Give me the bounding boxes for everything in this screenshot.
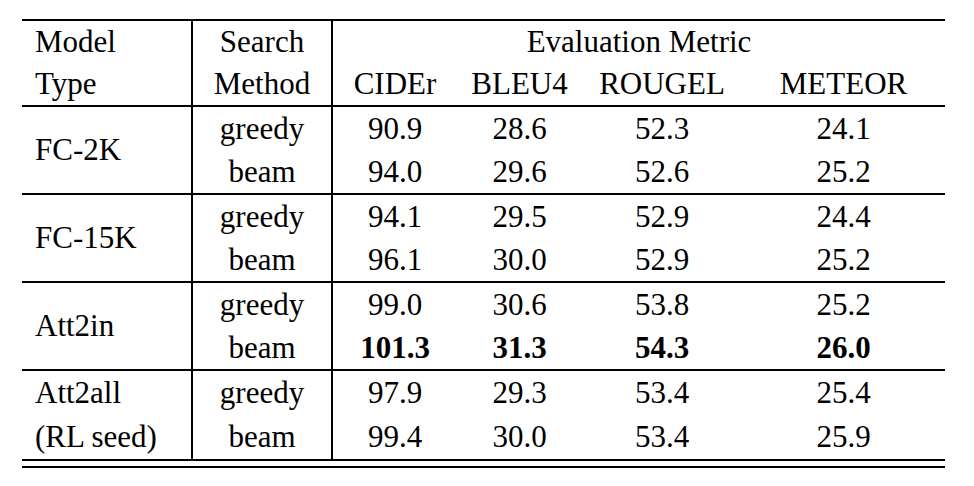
evaluation-metrics-table: Model Type Search Method Evaluation Metr…	[22, 19, 945, 461]
header-meteor: METEOR	[742, 63, 945, 106]
rougel-value: 52.6	[582, 150, 742, 194]
search-method-cell: greedy	[192, 282, 332, 326]
cider-value: 94.0	[332, 150, 457, 194]
meteor-value: 25.2	[742, 150, 945, 194]
bleu4-value: 30.0	[457, 238, 582, 282]
header-bleu4: BLEU4	[457, 63, 582, 106]
header-method-line: Method	[193, 63, 331, 105]
rougel-value: 53.4	[582, 415, 742, 460]
search-method-cell: beam	[192, 238, 332, 282]
header-model-type: Model Type	[22, 20, 192, 106]
search-method-cell: beam	[192, 150, 332, 194]
header-type-line: Type	[35, 63, 191, 105]
bleu4-value: 30.0	[457, 415, 582, 460]
header-evaluation-metric: Evaluation Metric	[332, 20, 945, 63]
cider-value: 90.9	[332, 106, 457, 150]
bleu4-value: 29.5	[457, 194, 582, 238]
meteor-value: 24.1	[742, 106, 945, 150]
model-name: Att2all	[35, 371, 191, 415]
bleu4-value: 28.6	[457, 106, 582, 150]
cider-value: 94.1	[332, 194, 457, 238]
search-method-cell: beam	[192, 326, 332, 370]
search-method-cell: beam	[192, 415, 332, 460]
model-name-line2: (RL seed)	[35, 415, 191, 459]
model-name: FC-2K	[35, 128, 191, 172]
cider-value: 97.9	[332, 370, 457, 415]
cider-value: 99.0	[332, 282, 457, 326]
table-row: Att2in greedy 99.0 30.6 53.8 25.2	[22, 282, 945, 326]
meteor-value: 24.4	[742, 194, 945, 238]
model-type-cell: FC-2K	[22, 106, 192, 194]
cider-value: 96.1	[332, 238, 457, 282]
meteor-value: 25.2	[742, 238, 945, 282]
cider-value: 99.4	[332, 415, 457, 460]
header-cider: CIDEr	[332, 63, 457, 106]
header-search-line: Search	[193, 21, 331, 63]
search-method-cell: greedy	[192, 370, 332, 415]
rougel-value: 53.8	[582, 282, 742, 326]
search-method-cell: greedy	[192, 106, 332, 150]
evaluation-table-container: Model Type Search Method Evaluation Metr…	[22, 19, 945, 468]
table-row: FC-15K greedy 94.1 29.5 52.9 24.4	[22, 194, 945, 238]
rougel-value: 54.3	[582, 326, 742, 370]
rougel-value: 53.4	[582, 370, 742, 415]
table-bottom-double-rule	[22, 466, 945, 468]
meteor-value: 26.0	[742, 326, 945, 370]
bleu4-value: 29.3	[457, 370, 582, 415]
cider-value: 101.3	[332, 326, 457, 370]
model-name: FC-15K	[35, 216, 191, 260]
rougel-value: 52.3	[582, 106, 742, 150]
model-type-cell: Att2all (RL seed)	[22, 370, 192, 460]
table-header: Model Type Search Method Evaluation Metr…	[22, 20, 945, 106]
header-model-line: Model	[35, 21, 191, 63]
model-name: Att2in	[35, 304, 191, 348]
meteor-value: 25.4	[742, 370, 945, 415]
meteor-value: 25.9	[742, 415, 945, 460]
page: Model Type Search Method Evaluation Metr…	[0, 0, 974, 486]
bleu4-value: 30.6	[457, 282, 582, 326]
header-search-method: Search Method	[192, 20, 332, 106]
bleu4-value: 29.6	[457, 150, 582, 194]
search-method-cell: greedy	[192, 194, 332, 238]
table-row: Att2all (RL seed) greedy 97.9 29.3 53.4 …	[22, 370, 945, 415]
header-rougel: ROUGEL	[582, 63, 742, 106]
model-type-cell: Att2in	[22, 282, 192, 370]
rougel-value: 52.9	[582, 194, 742, 238]
bleu4-value: 31.3	[457, 326, 582, 370]
model-type-cell: FC-15K	[22, 194, 192, 282]
table-body: FC-2K greedy 90.9 28.6 52.3 24.1 beam 94…	[22, 106, 945, 460]
header-row-1: Model Type Search Method Evaluation Metr…	[22, 20, 945, 63]
table-row: FC-2K greedy 90.9 28.6 52.3 24.1	[22, 106, 945, 150]
meteor-value: 25.2	[742, 282, 945, 326]
rougel-value: 52.9	[582, 238, 742, 282]
